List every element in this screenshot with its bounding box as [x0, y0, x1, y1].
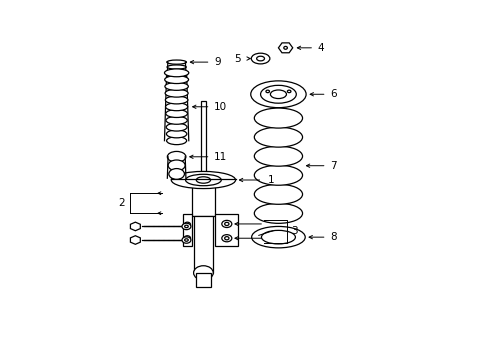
- Ellipse shape: [167, 65, 186, 69]
- Polygon shape: [193, 216, 213, 273]
- Ellipse shape: [254, 203, 302, 223]
- Ellipse shape: [222, 235, 231, 242]
- Ellipse shape: [251, 226, 305, 248]
- Ellipse shape: [184, 225, 188, 228]
- Ellipse shape: [184, 236, 190, 241]
- Ellipse shape: [222, 220, 231, 228]
- Ellipse shape: [171, 171, 235, 189]
- Ellipse shape: [168, 168, 184, 179]
- Ellipse shape: [185, 174, 221, 186]
- Ellipse shape: [254, 108, 302, 128]
- Ellipse shape: [165, 96, 187, 104]
- Polygon shape: [196, 273, 210, 287]
- Polygon shape: [130, 222, 140, 231]
- Ellipse shape: [184, 239, 188, 241]
- Ellipse shape: [224, 237, 228, 240]
- Text: 1: 1: [267, 175, 274, 185]
- Ellipse shape: [166, 137, 186, 145]
- Text: 9: 9: [214, 57, 220, 67]
- Text: 11: 11: [214, 152, 227, 162]
- Ellipse shape: [251, 53, 269, 64]
- Ellipse shape: [224, 222, 228, 226]
- Text: 2: 2: [118, 198, 124, 208]
- Polygon shape: [215, 214, 238, 246]
- Polygon shape: [130, 236, 140, 244]
- Ellipse shape: [250, 81, 305, 108]
- Ellipse shape: [165, 103, 187, 111]
- Ellipse shape: [166, 123, 187, 131]
- Ellipse shape: [164, 76, 188, 84]
- Polygon shape: [183, 214, 191, 246]
- Polygon shape: [200, 102, 206, 173]
- Ellipse shape: [261, 230, 295, 244]
- Ellipse shape: [167, 152, 185, 162]
- Ellipse shape: [184, 222, 190, 227]
- Ellipse shape: [254, 165, 302, 185]
- Text: 8: 8: [329, 232, 336, 242]
- Ellipse shape: [165, 116, 187, 124]
- Ellipse shape: [164, 69, 188, 77]
- Ellipse shape: [168, 160, 185, 171]
- Ellipse shape: [270, 90, 286, 99]
- Ellipse shape: [265, 90, 269, 93]
- Polygon shape: [191, 173, 215, 216]
- Ellipse shape: [260, 85, 296, 103]
- Ellipse shape: [167, 75, 185, 79]
- Ellipse shape: [165, 89, 188, 97]
- Ellipse shape: [256, 56, 264, 61]
- Ellipse shape: [166, 60, 186, 64]
- Text: 10: 10: [214, 102, 227, 112]
- Ellipse shape: [287, 90, 290, 93]
- Ellipse shape: [254, 184, 302, 204]
- Ellipse shape: [164, 82, 188, 90]
- Ellipse shape: [165, 110, 187, 117]
- Text: 3: 3: [290, 226, 297, 236]
- Ellipse shape: [182, 237, 190, 243]
- Ellipse shape: [193, 266, 213, 280]
- Text: 6: 6: [329, 89, 336, 99]
- Ellipse shape: [196, 177, 210, 183]
- Ellipse shape: [182, 223, 190, 230]
- Text: 5: 5: [234, 54, 241, 64]
- Ellipse shape: [166, 130, 186, 138]
- Text: 4: 4: [317, 43, 324, 53]
- Polygon shape: [278, 43, 292, 53]
- Ellipse shape: [254, 146, 302, 166]
- Text: 7: 7: [329, 161, 336, 171]
- Ellipse shape: [254, 127, 302, 147]
- Ellipse shape: [167, 70, 185, 74]
- Ellipse shape: [283, 46, 287, 49]
